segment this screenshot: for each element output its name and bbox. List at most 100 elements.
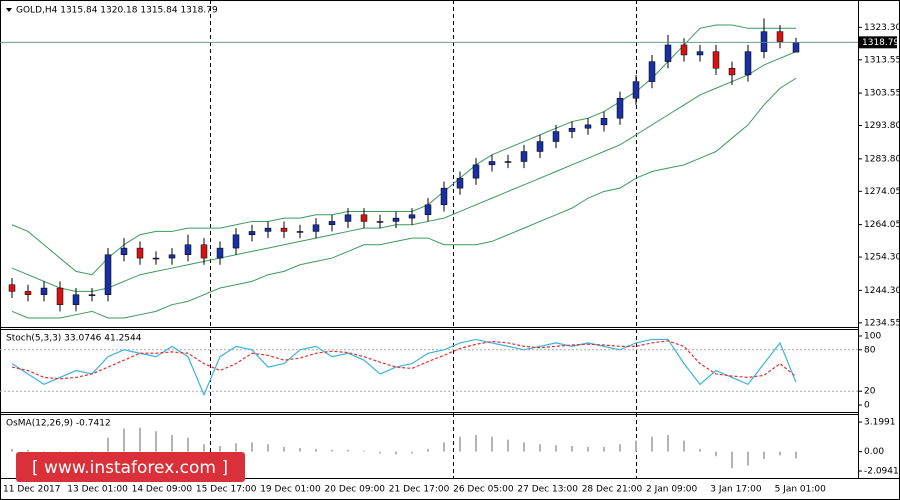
y-tick-label: 1244.30 xyxy=(864,286,900,296)
osma-bar xyxy=(27,449,29,452)
time-label: 14 Dec 09:00 xyxy=(132,485,193,495)
osma-bar xyxy=(411,451,413,454)
time-label: 27 Dec 13:00 xyxy=(517,485,578,495)
candle-body xyxy=(104,254,112,295)
candle-body xyxy=(264,227,272,232)
y-tick-label: 1264.05 xyxy=(864,220,900,230)
osma-bar xyxy=(587,447,589,452)
candle-body xyxy=(664,44,672,62)
osma-bar xyxy=(395,451,397,455)
time-label: 19 Dec 01:00 xyxy=(260,485,321,495)
y-tick-label: 1313.55 xyxy=(864,55,900,65)
time-label: 15 Dec 17:00 xyxy=(196,485,257,495)
osma-bar xyxy=(555,445,557,452)
candle-body xyxy=(456,177,464,189)
osma-bar xyxy=(779,451,781,456)
candle-body xyxy=(200,244,208,259)
menu-triangle xyxy=(6,8,12,12)
candle-body xyxy=(728,68,736,76)
osma-bar xyxy=(347,449,349,452)
candle-body xyxy=(72,294,80,305)
candle-body xyxy=(696,51,704,56)
candle-body xyxy=(312,224,320,232)
osma-bar xyxy=(267,444,269,452)
osma-bar xyxy=(187,437,189,452)
candle-body xyxy=(584,124,592,129)
candle-body xyxy=(56,287,64,305)
time-label: 13 Dec 01:00 xyxy=(67,485,128,495)
osma-bar xyxy=(683,440,685,452)
candle-body xyxy=(184,244,192,255)
time-label: 11 Dec 2017 xyxy=(3,485,61,495)
y-tick-label: 1303.55 xyxy=(864,89,900,99)
candle-body xyxy=(600,117,608,126)
osma-bar xyxy=(603,447,605,452)
osma-bar xyxy=(667,434,669,452)
osma-bar xyxy=(747,451,749,466)
osma-bar xyxy=(571,446,573,452)
osma-bar xyxy=(651,436,653,452)
watermark: [ www.instaforex.com ] xyxy=(16,452,245,482)
candle-body xyxy=(328,221,336,226)
candle-body xyxy=(536,141,544,152)
band-upper xyxy=(11,24,796,276)
y-tick-label: 80 xyxy=(864,345,876,355)
candle-body xyxy=(8,284,16,292)
candle-body xyxy=(248,231,256,236)
candle-body xyxy=(408,214,416,219)
osma-bar xyxy=(619,444,621,452)
candle-body xyxy=(136,247,144,259)
candle-body xyxy=(616,97,624,119)
osma-bar xyxy=(123,428,125,452)
osma-title: OsMA(12,26,9) -0.7412 xyxy=(6,419,111,429)
osma-bar xyxy=(299,447,301,452)
candle-body xyxy=(424,204,432,216)
y-tick-label: 0.00 xyxy=(864,447,884,457)
osma-bar xyxy=(235,443,237,452)
osma-bar xyxy=(219,446,221,452)
y-tick-label: 1283.80 xyxy=(864,154,900,164)
stoch-line xyxy=(11,340,797,380)
candle-body xyxy=(344,214,352,222)
time-label: 26 Dec 05:00 xyxy=(453,485,514,495)
osma-bar xyxy=(11,448,13,452)
osma-bar xyxy=(107,437,109,452)
candle-body xyxy=(296,231,304,233)
candle-body xyxy=(376,221,384,223)
osma-bar xyxy=(475,434,477,452)
candle-body xyxy=(232,234,240,249)
stoch-title: Stoch(5,3,3) 33.0746 41.2544 xyxy=(6,334,142,344)
candle-body xyxy=(88,294,96,296)
candle-body xyxy=(152,257,160,260)
candle-body xyxy=(744,51,752,76)
time-label: 5 Jan 01:00 xyxy=(775,485,827,495)
candle-body xyxy=(552,131,560,142)
current-price-label: 1318.79 xyxy=(862,38,899,48)
candle-body xyxy=(760,31,768,52)
osma-bar xyxy=(203,444,205,452)
osma-bar xyxy=(523,442,525,452)
watermark-text: [ www.instaforex.com ] xyxy=(32,458,228,478)
candle-body xyxy=(280,227,288,232)
time-label: 28 Dec 21:00 xyxy=(582,485,643,495)
candle-body xyxy=(648,61,656,82)
current-price-box xyxy=(859,36,897,49)
candle-body xyxy=(120,247,128,255)
y-tick-label: 1274.05 xyxy=(864,187,900,197)
y-tick-label: 100 xyxy=(864,332,881,342)
y-tick-label: -2.0941 xyxy=(864,467,899,477)
osma-bar xyxy=(731,451,733,469)
candle-body xyxy=(40,287,48,295)
candle-body xyxy=(488,161,496,166)
osma-bar xyxy=(635,440,637,452)
osma-bar xyxy=(171,434,173,452)
candle-body xyxy=(24,291,32,295)
y-tick-label: 1293.80 xyxy=(864,121,900,131)
candle-body xyxy=(216,247,224,259)
osma-bar xyxy=(715,451,717,457)
candle-body xyxy=(440,187,448,206)
candle-body xyxy=(776,31,784,42)
candle-body xyxy=(680,44,688,56)
